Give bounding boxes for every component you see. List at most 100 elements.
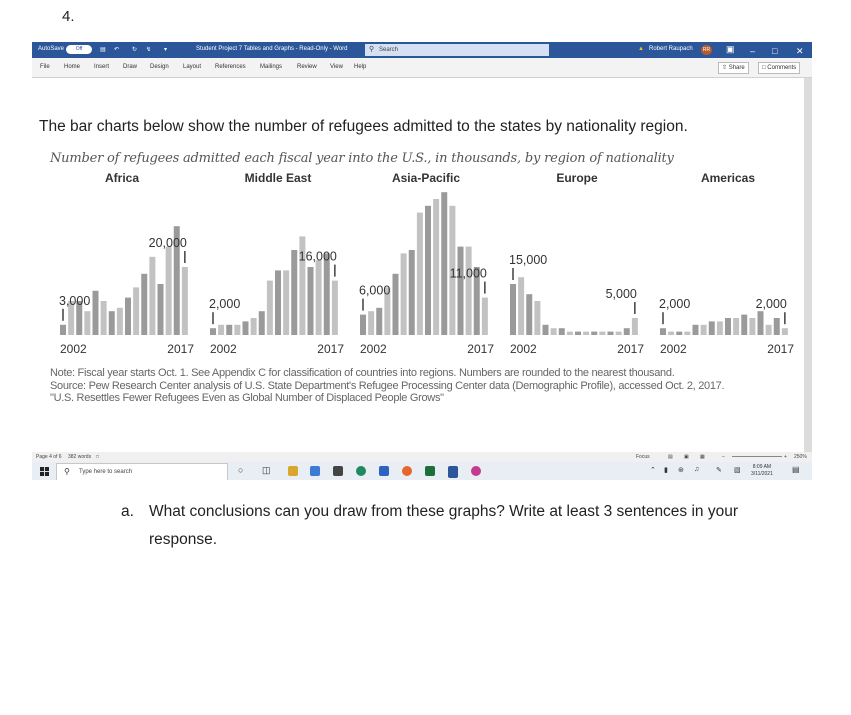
excel-icon[interactable] bbox=[425, 466, 435, 476]
bar-4-1 bbox=[668, 331, 675, 335]
document-page[interactable]: The bar charts below show the number of … bbox=[32, 78, 804, 452]
share-button[interactable]: ⇧ Share bbox=[718, 62, 749, 74]
bar-2-6 bbox=[408, 250, 415, 335]
autosave-toggle[interactable]: Off bbox=[66, 45, 92, 54]
bar-1-0 bbox=[210, 328, 216, 335]
bar-2-13 bbox=[465, 246, 472, 335]
status-bar: Page 4 of 6 382 words □ Focus ▤ ▣ ▦ – + … bbox=[32, 452, 812, 462]
undo-icon[interactable]: ↶ bbox=[114, 47, 120, 53]
mail-icon[interactable] bbox=[310, 466, 320, 476]
windows-start-icon[interactable] bbox=[40, 467, 49, 476]
bar-1-14 bbox=[323, 253, 330, 335]
zoom-out-icon[interactable]: – bbox=[722, 454, 725, 460]
ribbon-tabs: File Home Insert Draw Design Layout Refe… bbox=[32, 58, 812, 78]
bar-2-14 bbox=[473, 267, 480, 335]
bar-4-10 bbox=[741, 314, 748, 335]
read-mode-icon[interactable]: ▤ bbox=[668, 454, 673, 460]
zoom-in-icon[interactable]: + bbox=[784, 454, 787, 460]
bar-3-7 bbox=[566, 331, 573, 335]
bar-2-3 bbox=[384, 287, 391, 335]
tab-file[interactable]: File bbox=[40, 64, 50, 70]
user-name[interactable]: Robert Raupach bbox=[649, 46, 693, 52]
network-icon[interactable]: ⊛ bbox=[678, 467, 684, 474]
battery-icon[interactable]: ▮ bbox=[664, 467, 668, 474]
comment-icon: □ bbox=[762, 65, 768, 71]
bar-0-5 bbox=[100, 301, 107, 335]
redo-icon[interactable]: ↻ bbox=[132, 47, 138, 53]
word-icon[interactable] bbox=[448, 466, 458, 478]
tab-draw[interactable]: Draw bbox=[123, 64, 138, 70]
vertical-scrollbar[interactable] bbox=[804, 78, 812, 452]
title-search-box[interactable]: ⚲ Search bbox=[365, 44, 549, 56]
app-icon[interactable] bbox=[471, 466, 481, 476]
tab-mailings[interactable]: Mailings bbox=[260, 64, 283, 70]
close-icon[interactable]: ✕ bbox=[796, 46, 804, 56]
tab-references[interactable]: References bbox=[215, 64, 246, 70]
bar-1-3 bbox=[234, 324, 241, 335]
save-icon[interactable]: ▤ bbox=[100, 47, 106, 53]
comments-button[interactable]: □ Comments bbox=[758, 62, 801, 74]
tab-help[interactable]: Help bbox=[354, 64, 367, 70]
web-layout-icon[interactable]: ▦ bbox=[700, 454, 705, 460]
store-icon[interactable] bbox=[333, 466, 343, 476]
bar-0-3 bbox=[84, 311, 91, 335]
share-icon: ⇧ bbox=[722, 65, 729, 71]
tray-overflow-icon[interactable]: ⌃ bbox=[650, 467, 656, 474]
ribbon-display-icon[interactable]: ▣ bbox=[726, 44, 735, 54]
bar-1-7 bbox=[266, 280, 273, 335]
bar-0-8 bbox=[125, 297, 131, 335]
bar-3-1 bbox=[518, 277, 525, 335]
bar-2-8 bbox=[425, 205, 431, 335]
taskbar-search[interactable]: ⚲ Type here to search bbox=[56, 463, 228, 480]
word-count[interactable]: 382 words bbox=[68, 454, 92, 460]
bar-0-10 bbox=[141, 273, 148, 335]
zoom-level[interactable]: 250% bbox=[794, 454, 807, 460]
page-count[interactable]: Page 4 of 6 bbox=[36, 454, 62, 460]
system-clock[interactable]: 8:09 AM 3/11/2021 bbox=[751, 464, 773, 478]
firefox-icon[interactable] bbox=[402, 466, 412, 476]
print-layout-icon[interactable]: ▣ bbox=[684, 454, 689, 460]
avatar[interactable]: RR bbox=[701, 45, 712, 55]
bar-0-4 bbox=[92, 290, 99, 335]
zoom-slider[interactable] bbox=[732, 456, 782, 457]
tab-review[interactable]: Review bbox=[297, 64, 317, 70]
x-tick-start-4: 2002 bbox=[660, 342, 687, 356]
figure-source: Source: Pew Research Center analysis of … bbox=[50, 379, 725, 392]
chrome-icon[interactable] bbox=[356, 466, 366, 476]
customize-qat-icon[interactable]: ▾ bbox=[164, 47, 168, 53]
taskbar-search-placeholder: Type here to search bbox=[79, 469, 133, 475]
bar-4-7 bbox=[716, 321, 723, 335]
tab-view[interactable]: View bbox=[330, 64, 343, 70]
maximize-icon[interactable]: □ bbox=[772, 46, 778, 56]
tab-home[interactable]: Home bbox=[64, 64, 81, 70]
minimize-icon[interactable]: – bbox=[750, 46, 756, 56]
bar-3-9 bbox=[583, 331, 590, 335]
format-icon[interactable]: ↯ bbox=[146, 47, 152, 53]
pen-icon[interactable]: ✎ bbox=[716, 467, 722, 474]
teams-icon[interactable] bbox=[379, 466, 389, 476]
bar-3-5 bbox=[550, 328, 557, 335]
tab-layout[interactable]: Layout bbox=[183, 64, 202, 70]
cortana-icon[interactable]: ○ bbox=[238, 465, 244, 475]
tab-insert[interactable]: Insert bbox=[94, 64, 110, 70]
proofing-icon[interactable]: □ bbox=[96, 454, 100, 460]
refugee-bar-charts: Africa 3,000 20,000 2002 2017 Middle East 2,00… bbox=[59, 171, 794, 356]
focus-label[interactable]: Focus bbox=[636, 454, 650, 460]
notification-icon[interactable]: ▤ bbox=[792, 465, 800, 474]
bar-2-5 bbox=[400, 253, 407, 335]
task-view-icon[interactable]: ◫ bbox=[262, 465, 271, 475]
file-explorer-icon[interactable] bbox=[288, 466, 298, 476]
title-search-placeholder: Search bbox=[379, 47, 399, 53]
bar-1-12 bbox=[307, 267, 314, 335]
end-value-label-3: 5,000 bbox=[606, 287, 637, 301]
bar-2-7 bbox=[416, 212, 423, 335]
warning-icon: ▲ bbox=[638, 46, 644, 52]
end-value-label-1: 16,000 bbox=[299, 250, 337, 264]
figure-title: Number of refugees admitted each fiscal … bbox=[50, 151, 674, 166]
bar-0-12 bbox=[157, 284, 164, 335]
keyboard-icon[interactable]: ▧ bbox=[734, 467, 741, 474]
tab-design[interactable]: Design bbox=[150, 64, 169, 70]
bar-4-4 bbox=[692, 324, 699, 335]
start-value-label-3: 15,000 bbox=[509, 253, 547, 267]
volume-icon[interactable]: ♫ bbox=[694, 466, 700, 473]
